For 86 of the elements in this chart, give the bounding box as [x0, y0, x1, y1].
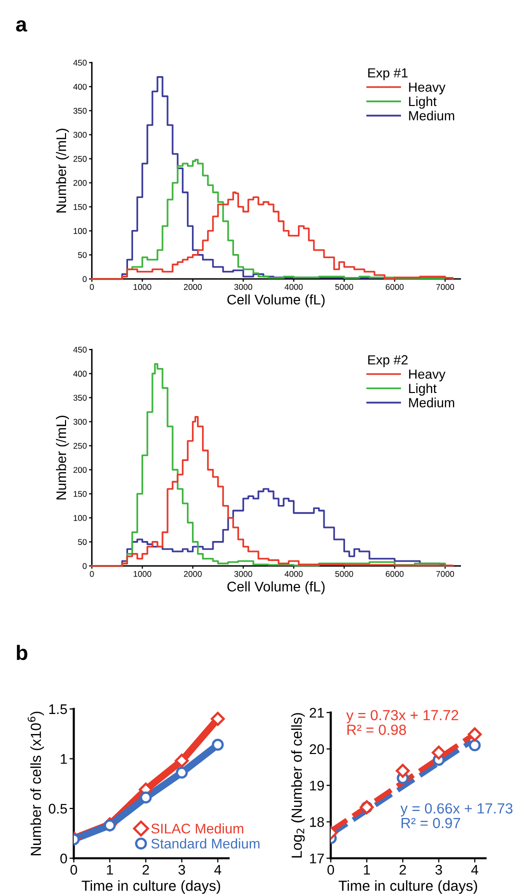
y-tick-label: 250	[74, 442, 87, 449]
x-axis-title: Time in culture (days)	[82, 880, 220, 894]
point	[432, 746, 446, 760]
x-tick-label: 7000	[436, 284, 454, 290]
point	[212, 738, 224, 751]
y-tick-label: 100	[74, 515, 87, 521]
point	[396, 764, 410, 778]
x-tick-label: 3	[178, 864, 186, 875]
x-tick-label: 4	[214, 865, 222, 875]
chart-title: b	[16, 644, 28, 660]
y-tick-label: 19	[310, 780, 324, 791]
y-tick-label: 400	[73, 370, 87, 377]
x-tick-label: 0	[327, 864, 334, 875]
x-tick-label: 1000	[134, 284, 152, 290]
x-tick-label: 5000	[335, 570, 354, 577]
y-tick-label: 0	[60, 854, 67, 864]
x-axis-title: Cell Volume (fL)	[227, 581, 325, 594]
x-tick-label: 1	[106, 865, 113, 875]
legend-label: Standard Medium	[151, 838, 260, 849]
y-tick-label: 0	[82, 276, 87, 282]
y-tick-label: 17	[310, 854, 324, 864]
y-tick-label: 0.5	[48, 804, 67, 814]
legend-label: Medium	[409, 398, 454, 408]
point	[210, 712, 225, 726]
point	[468, 727, 482, 742]
point	[176, 766, 188, 779]
legend-label: Light	[409, 96, 437, 109]
x-tick-label: 4000	[284, 284, 303, 290]
legend-label: SILAC Medium	[151, 823, 244, 834]
x-tick-label: 1	[364, 865, 370, 875]
x-tick-label: 3000	[234, 284, 252, 290]
legend-title: Exp #1	[368, 68, 408, 80]
y-tick-label: 50	[78, 252, 87, 258]
annotation: y = 0.66x + 17.73 R² = 0.97	[400, 803, 512, 828]
x-tick-label: 4000	[284, 570, 303, 577]
x-tick-label: 6000	[386, 284, 404, 290]
x-axis-title: Time in culture (days)	[338, 880, 478, 894]
y-tick-label: 350	[73, 108, 87, 114]
x-tick-label: 2	[400, 864, 406, 875]
legend-label: Medium	[409, 110, 454, 120]
x-tick-label: 2	[142, 864, 149, 875]
x-tick-label: 3	[435, 864, 442, 875]
y-tick-label: 1.5	[49, 704, 67, 714]
y-axis-title: Number (/mL)	[56, 416, 69, 500]
y-tick-label: 0	[82, 563, 87, 570]
x-tick-label: 5000	[335, 284, 354, 290]
y-tick-label: 400	[73, 84, 87, 90]
y-tick-label: 200	[74, 466, 87, 473]
y-tick-label: 18	[310, 817, 324, 827]
legend-label: Heavy	[409, 82, 446, 94]
y-tick-label: 300	[73, 132, 87, 138]
y-tick-label: 1	[60, 754, 67, 764]
y-tick-label: 21	[310, 708, 324, 718]
legend-title: Exp #2	[368, 355, 408, 368]
y-axis-title: Number of cells (x10$^{6}$)	[28, 712, 44, 856]
y-tick-label: 250	[74, 156, 87, 162]
x-tick-label: 3000	[234, 570, 252, 577]
point	[104, 819, 116, 832]
y-tick-label: 150	[74, 490, 87, 497]
y-tick-label: 200	[74, 180, 87, 186]
point	[174, 754, 189, 768]
x-tick-label: 4	[471, 865, 478, 875]
y-tick-label: 150	[74, 204, 87, 210]
x-axis-title: Cell Volume (fL)	[227, 294, 325, 308]
point	[468, 739, 481, 752]
legend-label: Heavy	[409, 370, 446, 382]
y-axis-title: Number (/mL)	[56, 128, 69, 212]
legend-label: Light	[409, 383, 437, 396]
x-tick-label: 6000	[386, 570, 404, 577]
y-axis-title: Log$_{2}$ (Number of cells)	[291, 713, 305, 858]
point	[140, 792, 152, 804]
x-tick-label: 7000	[436, 570, 454, 577]
y-tick-label: 450	[73, 60, 87, 66]
y-tick-label: 350	[73, 394, 87, 401]
x-tick-label: 0	[90, 570, 94, 577]
y-tick-label: 100	[74, 228, 87, 234]
y-tick-label: 20	[310, 744, 324, 754]
x-tick-label: 0	[90, 284, 94, 290]
x-tick-label: 1000	[134, 570, 152, 577]
annotation: y = 0.73x + 17.72 R² = 0.98	[346, 710, 458, 735]
y-tick-label: 50	[78, 539, 87, 545]
y-tick-label: 300	[73, 418, 87, 425]
chart-title: a	[16, 20, 28, 32]
x-tick-label: 2000	[184, 570, 202, 577]
y-tick-label: 450	[73, 346, 87, 353]
x-tick-label: 2000	[184, 284, 202, 290]
